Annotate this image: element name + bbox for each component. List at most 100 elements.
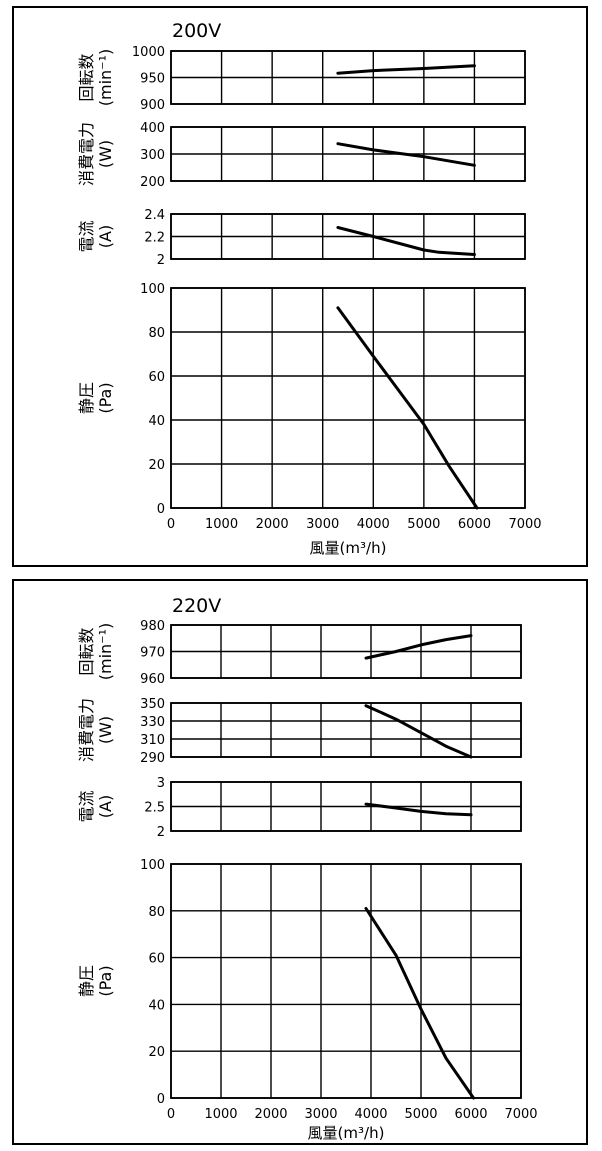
y-tick-label: 350	[140, 697, 165, 712]
y-axis-label-line: 静圧	[77, 965, 96, 997]
y-axis-label-line: 電流	[77, 220, 96, 252]
panel-frame	[170, 702, 522, 758]
x-tick-label: 2000	[256, 517, 289, 532]
chart-200v-svg: 200V9009501000回転数(min⁻¹)200300400消費電力(W)…	[77, 20, 542, 557]
series-line	[336, 142, 476, 167]
panel-3: 2 2.5 3 電流(A)	[77, 776, 522, 840]
y-tick-label: 0	[157, 1092, 165, 1107]
y-tick-label: 40	[148, 998, 165, 1013]
y-tick-label: 20	[148, 458, 165, 473]
y-tick-label: 100	[140, 282, 165, 297]
panel-4: 0 20 40 60 80 100 静圧(Pa)	[77, 858, 522, 1107]
y-axis-label: 電流(A)	[77, 790, 115, 822]
y-tick-label: 330	[140, 715, 165, 730]
y-tick-label: 2.4	[144, 208, 165, 223]
y-axis-label: 消費電力(W)	[77, 698, 115, 762]
y-axis-label-line: (min⁻¹)	[96, 623, 115, 681]
panel-frame	[170, 126, 526, 182]
x-tick-label: 2000	[254, 1107, 287, 1122]
y-axis-label-line: 消費電力	[77, 122, 96, 186]
y-tick-label: 970	[140, 646, 165, 661]
panel-frame	[170, 50, 526, 105]
series-line	[364, 907, 475, 1100]
x-tick-label: 1000	[205, 517, 238, 532]
y-tick-label: 200	[140, 175, 165, 190]
y-tick-label: 300	[140, 148, 165, 163]
series-line	[364, 802, 473, 817]
panel-2: 290 310 330 350 消費電力(W)	[77, 697, 522, 766]
y-axis-label-line: (A)	[96, 225, 115, 248]
y-tick-label: 960	[140, 672, 165, 687]
y-tick-label: 2	[157, 253, 165, 268]
y-tick-label: 290	[140, 751, 165, 766]
chart-title: 220V	[172, 595, 221, 617]
y-tick-label: 20	[148, 1045, 165, 1060]
y-tick-label: 980	[140, 619, 165, 634]
panel-frame	[170, 287, 526, 509]
panel-frame	[170, 781, 522, 832]
y-axis-label-line: 電流	[77, 790, 96, 822]
y-axis-label-line: 回転数	[77, 627, 96, 675]
series-line	[336, 306, 479, 510]
series-line	[364, 704, 473, 759]
y-tick-label: 80	[148, 326, 165, 341]
y-tick-label: 2.5	[144, 801, 165, 816]
x-tick-label: 4000	[354, 1107, 387, 1122]
y-axis-label-line: 回転数	[77, 53, 96, 101]
chart-200v: 200V 900 950 1000 回転数(min⁻¹) 200 300 400 消費電力(W)…	[12, 6, 588, 567]
panel-1: 960 970 980 回転数(min⁻¹)	[77, 619, 522, 687]
panel-1: 900 950 1000 回転数(min⁻¹)	[77, 45, 526, 113]
y-axis-label: 電流(A)	[77, 220, 115, 252]
y-axis-label-line: (W)	[96, 140, 115, 168]
x-tick-label: 3000	[304, 1107, 337, 1122]
y-tick-label: 3	[157, 776, 165, 791]
y-axis-label-line: 静圧	[77, 382, 96, 414]
y-tick-label: 40	[148, 414, 165, 429]
x-tick-label: 7000	[508, 517, 541, 532]
y-tick-label: 2.2	[144, 231, 165, 246]
series-line	[364, 634, 473, 660]
chart-220v: 220V 960 970 980 回転数(min⁻¹) 290 310 330 350 消費電力(…	[12, 579, 588, 1145]
y-axis-label: 静圧(Pa)	[77, 382, 115, 414]
y-tick-label: 950	[140, 72, 165, 87]
chart-220v-svg: 220V960970980回転数(min⁻¹)290310330350消費電力(…	[77, 595, 538, 1142]
panel-2: 200 300 400 消費電力(W)	[77, 121, 526, 190]
x-tick-label: 7000	[504, 1107, 537, 1122]
y-tick-label: 310	[140, 733, 165, 748]
y-axis-label: 回転数(min⁻¹)	[77, 49, 115, 107]
y-axis-label: 消費電力(W)	[77, 122, 115, 186]
series-line	[336, 226, 476, 256]
y-tick-label: 80	[148, 905, 165, 920]
y-tick-label: 400	[140, 121, 165, 136]
x-tick-label: 5000	[407, 517, 440, 532]
panel-3: 2 2.2 2.4 電流(A)	[77, 208, 526, 268]
x-tick-label: 0	[167, 1107, 175, 1122]
y-axis-label-line: 消費電力	[77, 698, 96, 762]
y-axis-label: 回転数(min⁻¹)	[77, 623, 115, 681]
x-axis-label: 風量(m³/h)	[308, 1124, 385, 1142]
x-tick-label: 1000	[204, 1107, 237, 1122]
y-tick-label: 60	[148, 952, 165, 967]
x-tick-label: 5000	[404, 1107, 437, 1122]
y-axis-label-line: (A)	[96, 795, 115, 818]
x-tick-label: 6000	[454, 1107, 487, 1122]
y-tick-label: 0	[157, 502, 165, 517]
panel-frame	[170, 624, 522, 679]
y-tick-label: 2	[157, 825, 165, 840]
x-tick-label: 3000	[306, 517, 339, 532]
x-tick-label: 4000	[357, 517, 390, 532]
panel-frame	[170, 863, 522, 1099]
y-axis-label-line: (W)	[96, 716, 115, 744]
panel-frame	[170, 213, 526, 260]
y-tick-label: 900	[140, 98, 165, 113]
y-tick-label: 1000	[132, 45, 165, 60]
y-axis-label-line: (Pa)	[96, 382, 115, 413]
y-tick-label: 60	[148, 370, 165, 385]
panel-4: 0 20 40 60 80 100 静圧(Pa)	[77, 282, 526, 517]
y-axis-label-line: (min⁻¹)	[96, 49, 115, 107]
series-line	[336, 64, 476, 75]
y-axis-label-line: (Pa)	[96, 965, 115, 996]
y-axis-label: 静圧(Pa)	[77, 965, 115, 997]
y-tick-label: 100	[140, 858, 165, 873]
x-tick-label: 6000	[458, 517, 491, 532]
